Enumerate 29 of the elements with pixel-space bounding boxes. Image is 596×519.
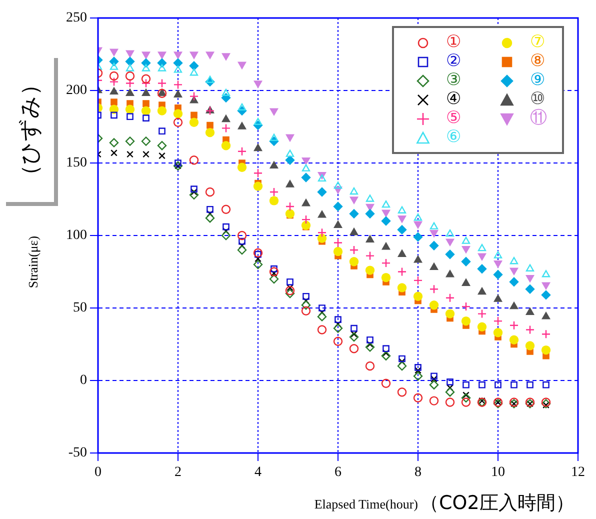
x-tick-label: 4 [254, 465, 262, 480]
legend-label: ③ [446, 70, 462, 90]
y-tick-label: 150 [66, 156, 87, 171]
y-tick-label: 250 [66, 10, 87, 26]
x-tick-label: 10 [491, 465, 505, 480]
legend-label: ② [446, 51, 462, 71]
text: （ひずみ） [17, 74, 44, 186]
x-axis-title: Elapsed Time(hour) [314, 496, 418, 512]
y-tick-label: 50 [73, 300, 87, 316]
x-tick-label: 6 [334, 465, 342, 480]
x-tick-label: 2 [174, 465, 182, 480]
legend-label: ⑤ [446, 108, 462, 128]
legend-label: ⑩ [530, 89, 546, 109]
y-tick-label: 0 [80, 373, 87, 388]
legend-label: ⑨ [530, 70, 546, 90]
legend-label: ⑪ [530, 108, 547, 128]
legend-label: ⑥ [446, 127, 462, 147]
x-tick-label: 12 [571, 465, 585, 480]
y-tick-label: 200 [66, 83, 87, 98]
legend-label: ⑦ [530, 32, 546, 52]
legend-label: ⑧ [530, 51, 546, 71]
x-tick-label: 0 [94, 465, 102, 480]
y-tick-label: -50 [68, 446, 87, 461]
x-tick-label: 8 [414, 465, 422, 480]
text: （CO2圧入時間） [420, 491, 574, 516]
y-axis-title: Strain(με) [25, 236, 40, 288]
legend-label: ④ [446, 89, 462, 109]
y-tick-label: 100 [66, 228, 87, 244]
legend-label: ① [446, 32, 462, 52]
